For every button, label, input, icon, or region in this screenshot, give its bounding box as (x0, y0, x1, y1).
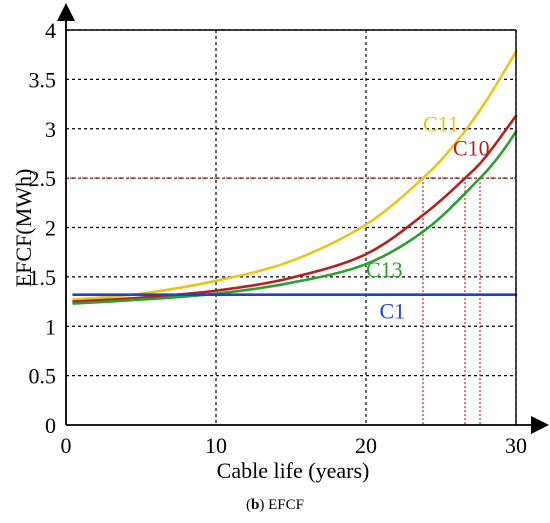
tick-labels: 0 0.5 1 1.5 2 2.5 3 3.5 4 0 10 20 30 (29, 18, 528, 458)
series-label-c10: C10 (453, 135, 490, 160)
y-tick-label: 0 (45, 413, 56, 438)
series-label-c13: C13 (366, 257, 403, 282)
x-tick-label: 0 (61, 433, 72, 458)
x-tick-label: 20 (355, 433, 377, 458)
y-tick-label: 2.5 (29, 166, 57, 191)
axes (57, 3, 549, 434)
y-tick-label: 1 (45, 314, 56, 339)
caption-text: EFCF (268, 497, 304, 513)
y-tick-label: 2 (45, 216, 56, 241)
caption-label: b (251, 497, 260, 513)
y-axis-title: EFCF(MWh) (11, 169, 36, 288)
series-lines (72, 50, 518, 305)
x-axis-title: Cable life (years) (217, 458, 370, 483)
grid-lines (66, 29, 517, 425)
series-line-c10 (72, 114, 518, 303)
y-tick-label: 1.5 (29, 265, 57, 290)
y-tick-label: 3.5 (29, 67, 57, 92)
series-line-c11 (72, 50, 518, 301)
reference-lines (66, 177, 516, 425)
y-tick-label: 3 (45, 117, 56, 142)
series-label-c11: C11 (423, 112, 459, 137)
series-label-c1: C1 (380, 298, 406, 323)
x-tick-label: 30 (505, 433, 527, 458)
y-tick-label: 0.5 (29, 364, 57, 389)
series-line-c13 (72, 130, 518, 305)
figure-caption: (b) EFCF (246, 497, 304, 513)
y-tick-label: 4 (45, 18, 56, 43)
x-tick-label: 10 (205, 433, 227, 458)
